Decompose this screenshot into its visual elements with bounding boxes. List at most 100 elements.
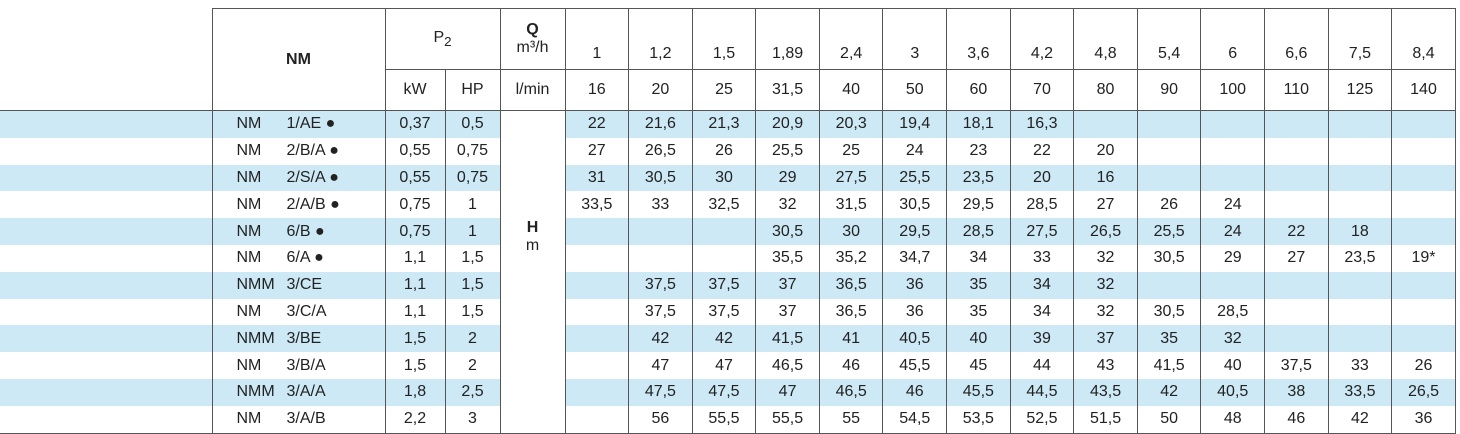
flow-lmin: 60 xyxy=(946,69,1011,111)
head-value: 36,5 xyxy=(818,298,884,326)
model-cell: NM 3/B/A xyxy=(211,352,386,379)
head-value: 37,5 xyxy=(628,271,693,299)
head-value xyxy=(564,298,630,326)
head-value: 21,6 xyxy=(628,110,693,138)
model-code: 2/A/B ● xyxy=(286,195,340,213)
head-value: 54,5 xyxy=(882,405,948,434)
flow-lmin: 110 xyxy=(1264,69,1329,111)
blank-cell xyxy=(0,137,213,165)
head-value: 45,5 xyxy=(882,352,948,379)
head-value xyxy=(1327,191,1393,219)
hp-cell: 0,75 xyxy=(444,164,501,192)
flow-m3h: 6,6 xyxy=(1264,8,1329,70)
head-value: 46,5 xyxy=(818,378,884,406)
head-value: 20 xyxy=(1073,137,1138,165)
kw-cell: 2,2 xyxy=(384,405,446,434)
kw-cell: 1,8 xyxy=(384,378,446,406)
data-row: NM 2/B/A ● 0,55 0,75 27 26,5 26 25,5 25 24 23 22 20 xyxy=(0,137,1456,165)
head-value: 32,5 xyxy=(691,191,757,219)
model-series: NM xyxy=(236,302,262,320)
head-value: 28,5 xyxy=(1200,298,1266,326)
head-value: 31,5 xyxy=(818,191,884,219)
power-unit: kW xyxy=(384,69,446,111)
head-label: H xyxy=(526,218,539,236)
head-value: 16,3 xyxy=(1009,110,1075,138)
head-value: 34 xyxy=(1009,298,1075,326)
head-value xyxy=(1136,164,1202,192)
head-value: 46,5 xyxy=(755,352,820,379)
model-series: NM xyxy=(236,168,262,186)
data-row: NMM 3/BE 1,5 2 42 42 41,5 41 40,5 40 39 37 35 32 xyxy=(0,325,1456,353)
head-value xyxy=(1073,110,1138,138)
head-value: 55 xyxy=(818,405,884,434)
head-value: 30 xyxy=(818,218,884,245)
blank-cell xyxy=(0,8,213,111)
head-value: 36,5 xyxy=(818,271,884,299)
model-series: NMM xyxy=(236,383,275,401)
model-code: 2/B/A ● xyxy=(286,142,339,160)
blank-cell xyxy=(0,110,213,138)
head-value: 41,5 xyxy=(1136,352,1202,379)
head-value: 35,5 xyxy=(755,244,820,272)
data-row: NM 2/A/B ● 0,75 1 33,5 33 32,5 32 31,5 30,5 29,5 28… xyxy=(0,191,1456,219)
head-value xyxy=(564,218,630,245)
kw-cell: 1,5 xyxy=(384,325,446,353)
head-value xyxy=(1136,137,1202,165)
head-value: 37,5 xyxy=(1264,352,1329,379)
head-value: 22 xyxy=(1009,137,1075,165)
head-value: 44 xyxy=(1009,352,1075,379)
model-series: NM xyxy=(236,142,262,160)
model-series: NM xyxy=(236,410,262,428)
head-value: 38 xyxy=(1264,378,1329,406)
data-row: NM 3/B/A 1,5 2 47 47 46,5 46 45,5 45 44 43 41,5 40 37,… xyxy=(0,352,1456,379)
hp-cell: 1 xyxy=(444,191,501,219)
head-value xyxy=(628,218,693,245)
kw-cell: 1,1 xyxy=(384,271,446,299)
model-cell: NM 2/S/A ● xyxy=(211,164,386,192)
head-value: 42 xyxy=(628,325,693,353)
hp-cell: 0,75 xyxy=(444,137,501,165)
head-value: 29,5 xyxy=(946,191,1011,219)
head-value: 29,5 xyxy=(882,218,948,245)
hp-cell: 1,5 xyxy=(444,298,501,326)
head-value: 33 xyxy=(1009,244,1075,272)
flow-m3h: 1,2 xyxy=(628,8,693,70)
flow-m3h: 7,5 xyxy=(1327,8,1393,70)
model-code: 3/BE xyxy=(286,329,322,347)
model-series: NM xyxy=(236,222,262,240)
head-value: 47 xyxy=(691,352,757,379)
head-value: 37,5 xyxy=(691,298,757,326)
head-value: 29 xyxy=(1200,244,1266,272)
power-header: P2 xyxy=(384,8,501,70)
flow-lmin: 100 xyxy=(1200,69,1266,111)
head-value: 32 xyxy=(1073,244,1138,272)
head-value xyxy=(1136,271,1202,299)
head-value xyxy=(564,244,630,272)
head-value: 22 xyxy=(564,110,630,138)
model-series: NMM xyxy=(236,276,275,294)
head-value xyxy=(1200,164,1266,192)
head-value xyxy=(1327,271,1393,299)
flow-m3h: 3 xyxy=(882,8,948,70)
hp-cell: 1,5 xyxy=(444,271,501,299)
kw-cell: 0,55 xyxy=(384,137,446,165)
head-value: 33,5 xyxy=(1327,378,1393,406)
blank-cell xyxy=(0,164,213,192)
head-value: 20 xyxy=(1009,164,1075,192)
head-value: 25,5 xyxy=(755,137,820,165)
model-code: 6/A ● xyxy=(286,249,324,267)
head-value: 28,5 xyxy=(946,218,1011,245)
head-value: 35 xyxy=(1136,325,1202,353)
blank-cell xyxy=(0,271,213,299)
flow-m3h: 1 xyxy=(564,8,630,70)
flow-m3h: 2,4 xyxy=(818,8,884,70)
head-value: 43,5 xyxy=(1073,378,1138,406)
head-value xyxy=(1391,218,1456,245)
head-value xyxy=(564,378,630,406)
head-value: 33,5 xyxy=(564,191,630,219)
flow-lmin: 40 xyxy=(818,69,884,111)
head-value: 32 xyxy=(1073,298,1138,326)
